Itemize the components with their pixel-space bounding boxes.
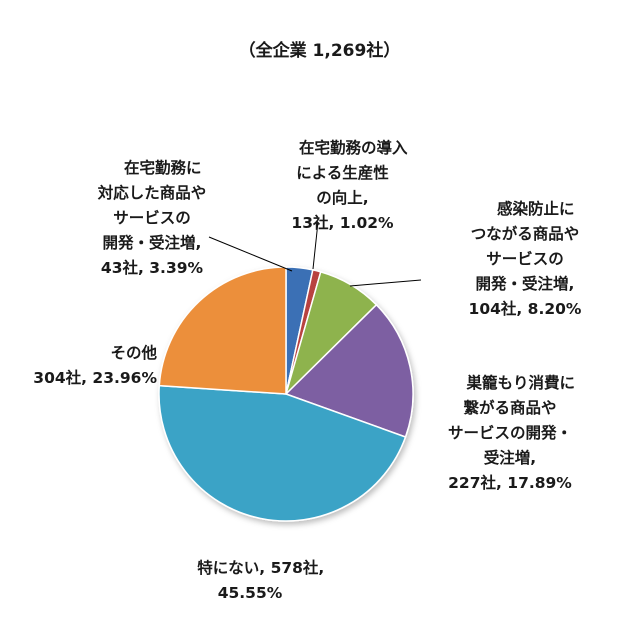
slice-label-nothing-particular: 特にない, 578社, 45.55%	[150, 531, 350, 631]
slice-label-nesting-consumption-value: 227社, 17.89%	[448, 474, 572, 492]
pie-chart: （全企業 1,269社） 在宅勤務に 対応した商品や サービスの 開発・受注増,…	[5, 41, 625, 602]
slice-label-wfh-products: 在宅勤務に 対応した商品や サービスの 開発・受注増, 43社, 3.39%	[52, 131, 252, 306]
pie-slice-nesting-consumption	[284, 303, 414, 438]
slice-label-wfh-products-name: 在宅勤務に 対応した商品や サービスの 開発・受注増,	[97, 159, 207, 252]
slice-label-other-name: その他	[110, 344, 157, 362]
leader-line-infection-prevention	[349, 279, 422, 287]
slice-label-nothing-particular-name: 特にない, 578社,	[197, 559, 325, 577]
slice-label-infection-prevention-value: 104社, 8.20%	[468, 300, 582, 318]
slice-label-infection-prevention: 感染防止に つながる商品や サービスの 開発・受注増, 104社, 8.20%	[425, 172, 625, 347]
chart-title: （全企業 1,269社）	[238, 41, 401, 61]
slice-label-other-value: 304社, 23.96%	[33, 369, 157, 387]
pie-slice-nothing-particular	[158, 384, 407, 522]
leader-line-wfh-products	[208, 236, 293, 272]
pie-slice-other	[158, 266, 287, 395]
pie-svg	[158, 221, 422, 522]
slice-label-wfh-productivity-name: 在宅勤務の導入 による生産性 の向上,	[296, 139, 408, 207]
slice-label-nothing-particular-value: 45.55%	[217, 584, 283, 602]
slice-label-wfh-productivity-value: 13社, 1.02%	[291, 214, 394, 232]
leader-line-wfh-productivity	[312, 221, 319, 270]
slice-label-nesting-consumption-name: 巣籠もり消費に 繋がる商品や サービスの開発・ 受注増,	[447, 374, 576, 467]
slice-label-other: その他 304社, 23.96%	[5, 316, 157, 416]
slice-label-wfh-products-value: 43社, 3.39%	[100, 259, 204, 277]
slice-label-nesting-consumption: 巣籠もり消費に 繋がる商品や サービスの開発・ 受注増, 227社, 17.89%	[410, 346, 610, 521]
slice-label-infection-prevention-name: 感染防止に つながる商品や サービスの 開発・受注増,	[470, 200, 580, 293]
slice-label-wfh-productivity: 在宅勤務の導入 による生産性 の向上, 13社, 1.02%	[255, 111, 430, 261]
